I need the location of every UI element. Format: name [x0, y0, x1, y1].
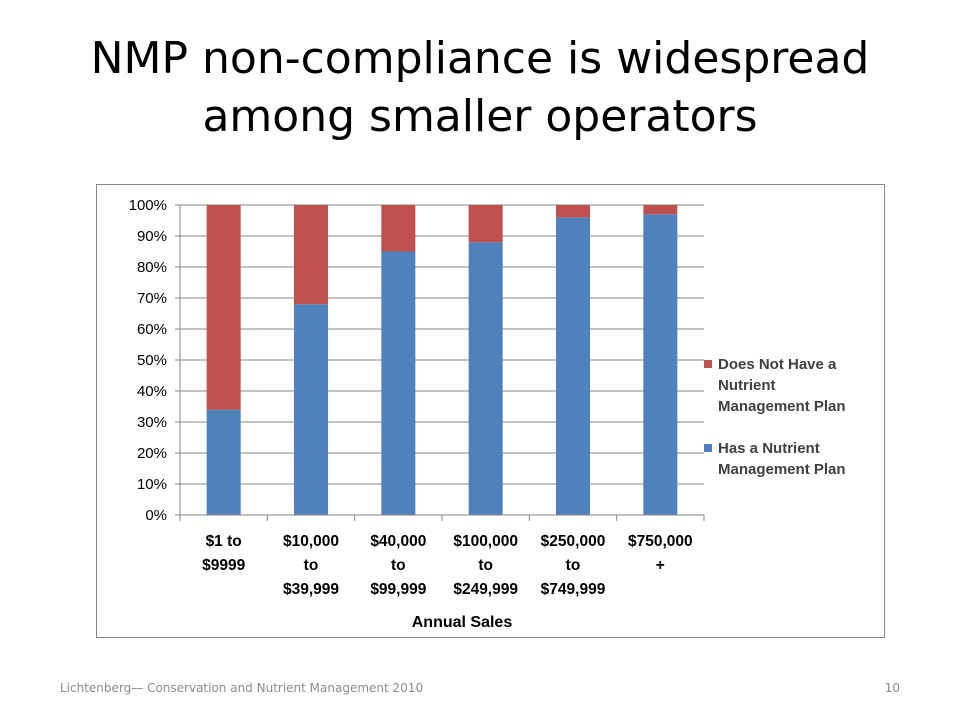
y-tick-label: 90%: [137, 228, 167, 245]
bar-has-nmp: [556, 217, 590, 515]
legend-label: Nutrient: [718, 377, 776, 394]
slide-title: NMP non-compliance is widespread among s…: [60, 30, 900, 146]
legend-swatch-no-nmp: [704, 360, 712, 368]
legend-label: Has a Nutrient: [718, 440, 820, 457]
x-category-label: $1 to: [206, 533, 242, 550]
x-category-label: $40,000: [370, 533, 426, 550]
x-category-label: $750,000: [628, 533, 693, 550]
x-category-label: $250,000: [541, 533, 606, 550]
slide-title-line-2: among smaller operators: [202, 91, 758, 142]
x-category-label: to: [478, 557, 493, 574]
bar-no-nmp: [556, 205, 590, 218]
bar-has-nmp: [294, 304, 328, 515]
y-tick-label: 10%: [137, 476, 167, 493]
bar-has-nmp: [381, 251, 416, 515]
x-category-label: $100,000: [453, 533, 518, 550]
bar-has-nmp: [643, 214, 678, 516]
bar-has-nmp: [468, 242, 503, 515]
x-category-label: $249,999: [453, 581, 518, 598]
x-category-label: +: [656, 557, 665, 574]
legend-label: Management Plan: [718, 398, 846, 415]
x-category-label: $99,999: [370, 581, 426, 598]
slide-title-line-1: NMP non-compliance is widespread: [90, 33, 870, 84]
chart-frame: 0% 10% 20% 30% 40% 50% 60% 70% 80% 90% 100% $1 to $9…: [96, 184, 885, 638]
x-category-label: to: [391, 557, 406, 574]
stacked-bar-chart: 0% 10% 20% 30% 40% 50% 60% 70% 80% 90% 100% $1 to $9…: [129, 197, 846, 631]
y-tick-label: 70%: [137, 290, 167, 307]
footer-source: Lichtenberg— Conservation and Nutrient M…: [60, 681, 424, 695]
x-category-label: $749,999: [541, 581, 606, 598]
x-category-label: $9999: [202, 557, 245, 574]
x-category-label: to: [304, 557, 319, 574]
y-tick-label: 40%: [137, 383, 167, 400]
x-category-label: $39,999: [283, 581, 339, 598]
legend-label: Does Not Have a: [718, 356, 837, 373]
x-category-label: $10,000: [283, 533, 339, 550]
y-tick-label: 50%: [137, 352, 167, 369]
page-number: 10: [884, 681, 900, 695]
y-tick-label: 20%: [137, 445, 167, 462]
legend-label: Management Plan: [718, 461, 846, 478]
x-category-label: to: [566, 557, 581, 574]
bar-no-nmp: [468, 205, 503, 243]
x-axis-title: Annual Sales: [412, 614, 513, 631]
bar-no-nmp: [294, 205, 328, 305]
y-tick-label: 100%: [129, 197, 167, 214]
bar-no-nmp: [643, 205, 678, 215]
y-tick-label: 80%: [137, 259, 167, 276]
y-tick-label: 60%: [137, 321, 167, 338]
y-tick-label: 0%: [145, 507, 167, 524]
bar-has-nmp: [206, 409, 241, 515]
bar-no-nmp: [206, 205, 241, 410]
legend-swatch-has-nmp: [704, 444, 712, 452]
y-tick-label: 30%: [137, 414, 167, 431]
bar-no-nmp: [381, 205, 416, 252]
